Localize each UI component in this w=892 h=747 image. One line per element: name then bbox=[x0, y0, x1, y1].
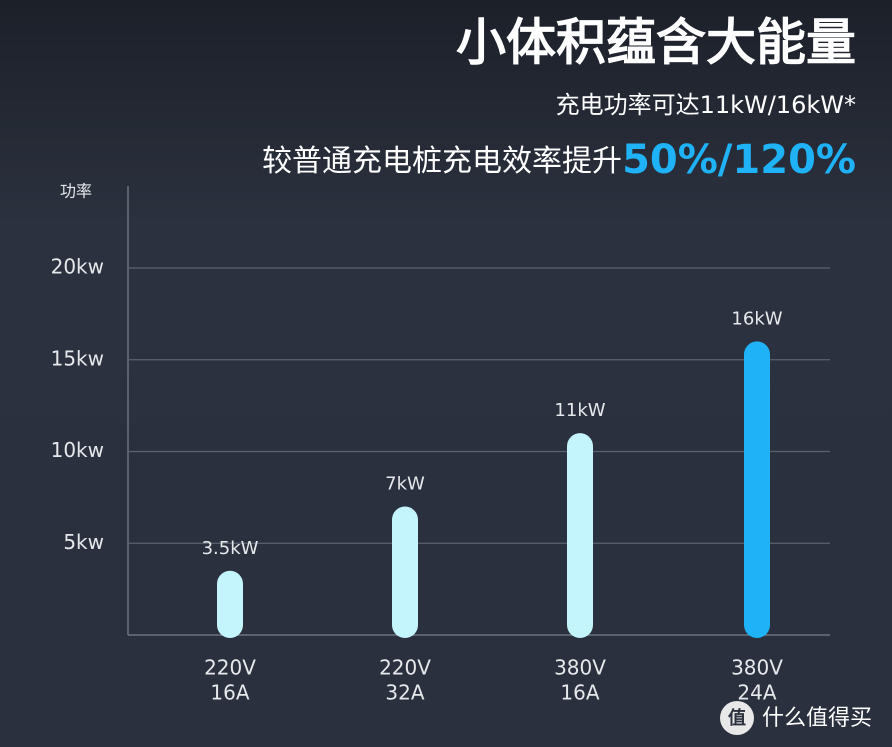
x-tick-label: 32A bbox=[385, 681, 424, 705]
value-label: 16kW bbox=[731, 308, 782, 329]
bar bbox=[392, 506, 418, 638]
y-tick-label: 20kw bbox=[51, 255, 104, 279]
watermark-text: 什么值得买 bbox=[762, 706, 872, 731]
y-tick-label: 10kw bbox=[51, 438, 104, 462]
watermark: 值 什么值得买 bbox=[720, 701, 872, 735]
x-tick-label: 220V bbox=[204, 656, 256, 680]
bar bbox=[217, 570, 243, 638]
y-tick-label: 5kw bbox=[63, 530, 104, 554]
x-tick-label: 16A bbox=[210, 681, 249, 705]
value-label: 11kW bbox=[554, 400, 605, 421]
x-tick-label: 220V bbox=[379, 656, 431, 680]
chart-title: 小体积蕴含大能量 bbox=[456, 14, 856, 72]
y-tick-label: 15kw bbox=[51, 346, 104, 370]
bar bbox=[744, 341, 770, 638]
watermark-icon: 值 bbox=[728, 707, 746, 729]
headline-highlight: 50%/120% bbox=[622, 137, 856, 183]
x-tick-label: 380V bbox=[731, 656, 783, 680]
x-tick-label: 24A bbox=[737, 681, 776, 705]
headline-text: 较普通充电桩充电效率提升 bbox=[262, 144, 622, 179]
value-label: 7kW bbox=[385, 474, 425, 495]
y-axis-label: 功率 bbox=[60, 182, 92, 201]
subtitle: 充电功率可达11kW/16kW* bbox=[556, 91, 856, 119]
x-tick-label: 16A bbox=[560, 681, 599, 705]
headline: 较普通充电桩充电效率提升50%/120% bbox=[262, 137, 856, 183]
watermark-icon-bg bbox=[720, 701, 754, 735]
value-label: 3.5kW bbox=[202, 538, 259, 559]
bar bbox=[567, 433, 593, 638]
x-tick-label: 380V bbox=[554, 656, 606, 680]
